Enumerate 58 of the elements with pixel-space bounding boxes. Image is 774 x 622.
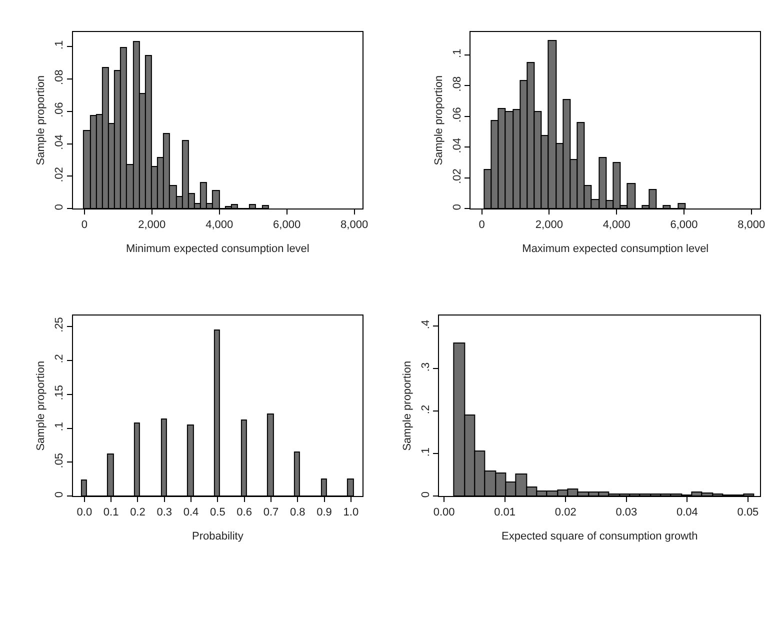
x-axis-title: Probability [192, 530, 244, 543]
x-tick-label: 0.03 [616, 506, 638, 518]
x-tick-label: 0.0 [76, 506, 92, 518]
y-tick-label: .2 [420, 404, 432, 414]
y-tick-label: .04 [451, 138, 464, 154]
y-axis-title: Sample proportion [35, 75, 48, 166]
x-tick-label: 6,000 [273, 218, 301, 231]
x-tick-label: 0 [81, 218, 88, 231]
y-tick-label: .02 [451, 168, 464, 184]
y-tick-label: .08 [54, 70, 66, 85]
y-tick-label: .05 [54, 452, 66, 468]
x-axis-title: Maximum expected consumption level [522, 243, 709, 256]
x-tick-label: 0.5 [210, 506, 226, 518]
x-tick-label: 1.0 [343, 506, 359, 518]
x-tick-label: 0.8 [290, 506, 306, 518]
x-tick-label: 4,000 [602, 218, 630, 231]
x-tick-label: 8,000 [340, 218, 368, 231]
y-tick-label: .08 [451, 76, 464, 92]
y-tick-label: .02 [54, 166, 66, 182]
y-tick-label: .2 [54, 354, 66, 364]
y-tick-label: .1 [451, 48, 464, 58]
x-tick-label: 0.7 [263, 506, 279, 518]
y-tick-label: .25 [54, 317, 66, 332]
y-tick-label: .06 [54, 102, 66, 118]
y-axis-title: Sample proportion [401, 360, 414, 451]
x-tick-label: 0.6 [236, 506, 252, 518]
y-axis-title: Sample proportion [432, 75, 445, 166]
y-tick-label: .04 [54, 134, 66, 150]
x-tick-label: 0.04 [676, 506, 698, 518]
x-axis-title: Expected square of consumption growth [502, 530, 698, 543]
x-tick-label: 0.00 [433, 506, 455, 518]
x-tick-label: 0.4 [183, 506, 199, 518]
x-tick-label: 0.01 [494, 506, 516, 518]
y-tick-label: .1 [54, 40, 66, 50]
x-tick-label: 0.05 [737, 506, 759, 518]
x-tick-label: 0 [478, 218, 485, 231]
y-tick-label: 0 [420, 491, 432, 498]
x-tick-label: 0.02 [554, 506, 576, 518]
y-tick-label: .1 [54, 422, 66, 432]
y-tick-label: 0 [451, 204, 464, 210]
y-axis-title: Sample proportion [35, 360, 48, 451]
y-tick-label: .15 [54, 385, 66, 400]
x-tick-label: 0.9 [316, 506, 332, 518]
x-tick-label: 6,000 [670, 218, 698, 231]
y-tick-label: .4 [420, 320, 432, 330]
x-tick-label: 8,000 [738, 218, 766, 231]
y-tick-label: .06 [451, 107, 464, 122]
y-tick-label: .3 [420, 362, 432, 372]
x-tick-label: 2,000 [535, 218, 563, 231]
x-axis-title: Minimum expected consumption level [126, 243, 310, 256]
y-tick-label: 0 [54, 204, 66, 210]
x-tick-label: 4,000 [206, 218, 234, 231]
x-tick-label: 2,000 [138, 218, 166, 231]
y-tick-label: 0 [54, 491, 66, 498]
x-tick-label: 0.3 [156, 506, 172, 518]
y-tick-label: .1 [420, 447, 432, 457]
x-tick-label: 0.1 [103, 506, 119, 518]
x-tick-label: 0.2 [130, 506, 146, 518]
